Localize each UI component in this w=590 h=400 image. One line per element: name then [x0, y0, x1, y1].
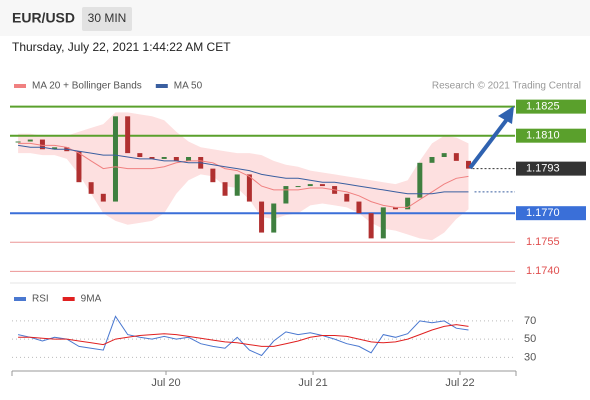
candle [319, 184, 325, 187]
timeframe-badge [82, 7, 132, 31]
level-label: 1.1740 [526, 265, 560, 277]
candle [88, 182, 94, 194]
candle [100, 193, 106, 202]
forecast-arrowhead [498, 106, 514, 124]
y-tick-label: 30 [524, 351, 536, 363]
candle [344, 193, 350, 202]
level-label-box [516, 161, 586, 176]
candle [283, 186, 289, 204]
level-label: 1.1755 [526, 236, 560, 248]
legend-swatch [14, 297, 26, 301]
candle [441, 153, 447, 157]
candle [186, 157, 192, 161]
legend-label: RSI [32, 294, 49, 305]
candle [161, 157, 167, 159]
plot: MA 20 + Bollinger Bands MA 50 1.1825 1.1810… [10, 81, 586, 389]
credit: Research © 2021 Trading Central [432, 81, 581, 92]
legend-label: MA 50 [174, 81, 203, 92]
candle [271, 203, 277, 233]
rsi-line [17, 315, 469, 357]
candle [453, 153, 459, 161]
level-label: 1.1793 [526, 163, 560, 175]
candle [76, 151, 82, 183]
legend-swatch [62, 297, 75, 301]
ma-line [18, 144, 469, 195]
legend-label: 9MA [81, 294, 102, 305]
candle [234, 174, 240, 196]
timestamp: Thursday, July 22, 2021 1:44:22 AM CET [12, 40, 231, 54]
candle [210, 168, 216, 183]
candle [39, 139, 45, 150]
candle [368, 213, 374, 239]
candle [137, 153, 143, 157]
candle [295, 186, 301, 188]
level-label: 1.1825 [526, 101, 560, 113]
level-label-box [516, 128, 586, 143]
candle [173, 157, 179, 161]
candle [429, 157, 435, 163]
y-tick-label: 50 [524, 333, 536, 345]
timeframe: 30 MIN [88, 11, 127, 25]
bollinger-band [18, 112, 469, 241]
level-label-box [516, 206, 586, 221]
level-label: 1.1810 [526, 130, 560, 142]
symbol: EUR/USD [12, 10, 75, 26]
candle [15, 141, 21, 143]
candle [417, 162, 423, 198]
candle [52, 147, 58, 150]
candle [125, 116, 131, 154]
candle [222, 182, 228, 196]
level-label: 1.1770 [526, 207, 560, 219]
candle [149, 157, 155, 159]
ma-line [18, 142, 469, 208]
candle [380, 207, 386, 239]
legend-swatch [14, 84, 26, 88]
legend-swatch [155, 84, 168, 88]
candle [246, 174, 252, 202]
candle [112, 116, 118, 202]
x-tick-label: Jul 20 [151, 377, 180, 389]
candle [259, 201, 265, 233]
candle [27, 139, 33, 142]
candle [392, 207, 398, 210]
candle [307, 184, 313, 187]
candle [405, 197, 411, 210]
x-tick-label: Jul 21 [298, 377, 327, 389]
y-tick-label: 70 [524, 315, 536, 327]
level-label-box [516, 99, 586, 114]
candle [356, 201, 362, 214]
forecast-arrow [468, 116, 510, 170]
candle [466, 160, 472, 169]
x-tick-label: Jul 22 [445, 377, 474, 389]
rsi-line [18, 324, 469, 347]
legend-label: MA 20 + Bollinger Bands [32, 81, 142, 92]
